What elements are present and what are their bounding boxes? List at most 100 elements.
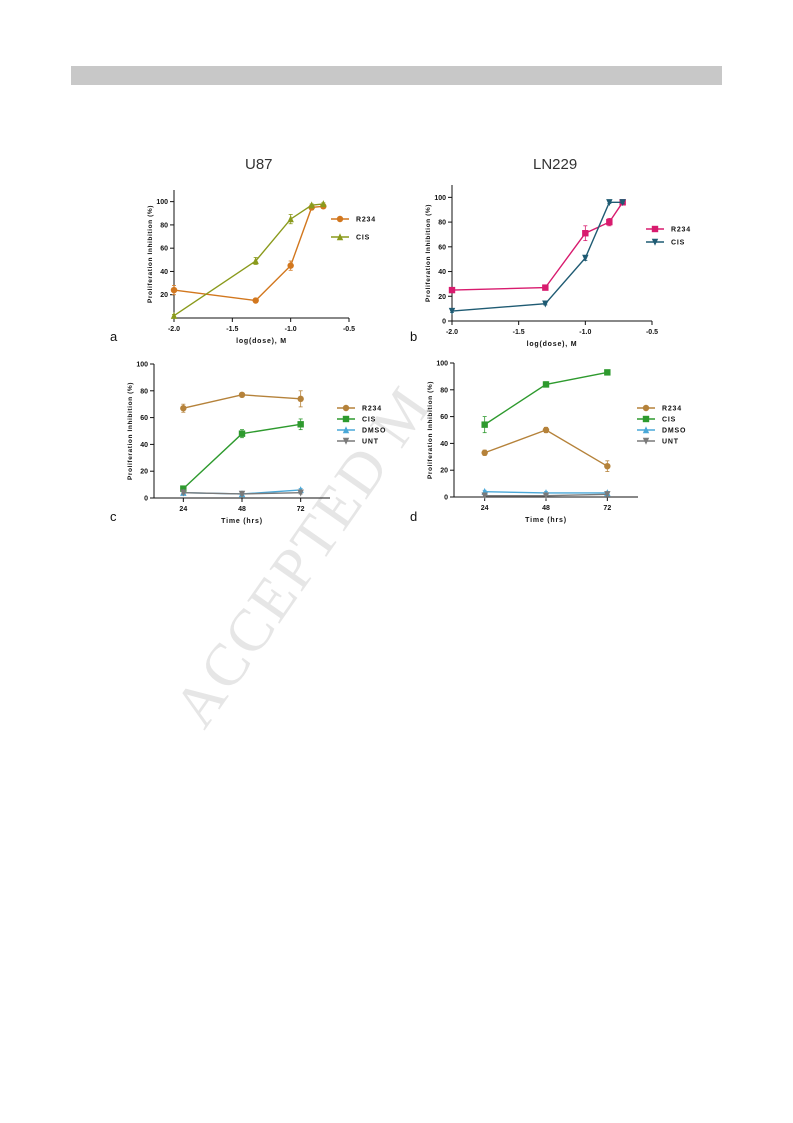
legend-marker <box>642 426 650 434</box>
legend-label: CIS <box>362 417 376 424</box>
data-point <box>481 449 488 456</box>
y-axis-label: Proliferation Inhibition (%) <box>147 205 154 303</box>
data-point <box>481 492 488 500</box>
series-line <box>173 203 324 317</box>
data-point <box>180 489 187 497</box>
data-point <box>252 257 259 265</box>
header-bar <box>71 66 722 85</box>
legend-label: DMSO <box>662 428 686 435</box>
data-point <box>170 286 178 294</box>
legend-marker <box>336 215 344 223</box>
data-point <box>582 230 589 237</box>
legend-marker <box>342 404 350 412</box>
data-point <box>297 421 304 428</box>
legend-label: DMSO <box>362 428 386 435</box>
y-tick-label: 100 <box>436 361 448 368</box>
y-tick-label: 20 <box>440 468 448 475</box>
y-axis-label: Proliferation Inhibition (%) <box>427 381 434 479</box>
y-tick-label: 20 <box>160 292 168 299</box>
data-point <box>287 215 294 223</box>
y-tick-label: 20 <box>140 469 148 476</box>
legend-label: R234 <box>362 406 382 413</box>
data-point <box>604 369 611 376</box>
data-point <box>542 284 549 291</box>
x-tick-label: -1.0 <box>579 329 591 336</box>
y-tick-label: 40 <box>438 269 446 276</box>
data-point <box>606 218 613 226</box>
series-line <box>173 205 324 302</box>
x-axis-label: log(dose), M <box>527 341 578 348</box>
data-point <box>297 489 304 497</box>
x-tick-label: 48 <box>238 506 246 513</box>
title-u87: U87 <box>245 156 273 173</box>
series-cis <box>180 418 304 492</box>
data-point <box>170 311 178 319</box>
y-tick-label: 60 <box>160 246 168 253</box>
y-tick-label: 100 <box>136 362 148 369</box>
chart-d: 0 20 40 60 80 100 24 48 72 Time (hrs) Proliferatio… <box>427 361 686 525</box>
legend-marker <box>342 437 350 445</box>
chart-c: 0 20 40 60 80 100 24 48 72 Time (hrs) Proliferatio… <box>127 362 386 526</box>
y-tick-label: 0 <box>144 496 148 503</box>
data-point <box>542 381 550 388</box>
x-tick-label: 48 <box>542 505 550 512</box>
data-point <box>180 485 187 492</box>
y-tick-label: 80 <box>160 222 168 229</box>
series-cis <box>448 199 626 315</box>
series-r234 <box>481 426 611 472</box>
chart-b: 0 20 40 60 80 100 -2.0 -1.5 -1.0 -0.5 log(dose), M… <box>425 185 691 348</box>
x-tick-label: -0.5 <box>343 326 355 333</box>
data-point <box>619 199 626 207</box>
series-r234 <box>170 203 327 304</box>
series-unt <box>180 489 304 498</box>
series-cis <box>481 369 611 434</box>
y-axis-label: Proliferation Inhibition (%) <box>127 382 134 480</box>
series-r234 <box>180 390 304 413</box>
data-point <box>252 297 259 304</box>
legend-marker <box>642 437 650 445</box>
x-axis-label: Time (hrs) <box>221 518 263 525</box>
data-point <box>481 421 488 428</box>
x-tick-label: -1.5 <box>226 326 238 333</box>
y-axis-label: Proliferation Inhibition (%) <box>425 204 432 302</box>
x-tick-label: -2.0 <box>168 326 180 333</box>
legend-marker <box>651 238 659 246</box>
y-tick-label: 40 <box>140 442 148 449</box>
y-tick-label: 100 <box>434 195 446 202</box>
x-tick-label: 72 <box>603 505 611 512</box>
x-tick-label: 72 <box>297 506 305 513</box>
y-tick-label: 60 <box>140 415 148 422</box>
data-point <box>308 201 315 209</box>
data-point <box>238 391 246 399</box>
x-tick-label: 24 <box>179 506 187 513</box>
data-point <box>297 395 304 403</box>
y-tick-label: 0 <box>442 319 446 326</box>
data-point <box>287 262 294 269</box>
series-line <box>451 201 623 312</box>
chart-a: 20 40 60 80 100 -2.0 -1.5 -1.0 -0.5 log(dose), M P… <box>147 190 375 345</box>
y-tick-label: 80 <box>438 220 446 227</box>
data-point <box>604 491 611 499</box>
x-tick-label: -2.0 <box>446 329 458 336</box>
x-tick-label: -1.0 <box>285 326 297 333</box>
y-tick-label: 0 <box>444 495 448 502</box>
y-tick-label: 40 <box>160 269 168 276</box>
panel-letter-a: a <box>110 329 118 344</box>
series-line <box>451 201 624 291</box>
series-line <box>484 429 608 467</box>
y-tick-label: 100 <box>156 199 168 206</box>
legend-label: R234 <box>662 406 682 413</box>
data-point <box>238 430 246 437</box>
legend-label: R234 <box>671 227 691 234</box>
y-tick-label: 80 <box>140 388 148 395</box>
data-point <box>320 200 327 208</box>
data-point <box>238 490 246 498</box>
data-point <box>542 300 549 308</box>
legend-marker <box>651 225 659 233</box>
legend-marker <box>642 415 650 423</box>
y-tick-label: 60 <box>438 244 446 251</box>
panel-letter-d: d <box>410 509 418 524</box>
legend-label: CIS <box>662 417 676 424</box>
series-line <box>484 371 608 426</box>
data-point <box>606 199 613 207</box>
